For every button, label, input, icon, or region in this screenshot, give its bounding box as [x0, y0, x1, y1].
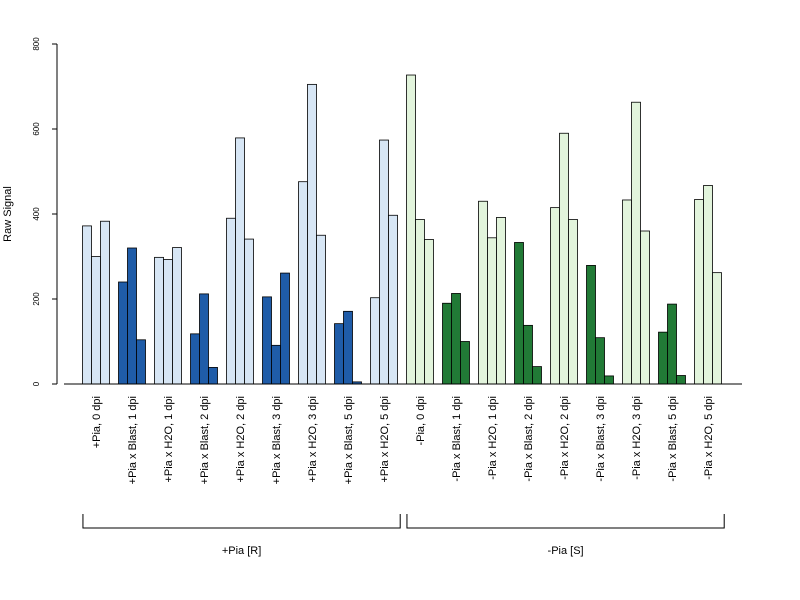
bar — [622, 199, 632, 385]
bar — [424, 239, 434, 385]
y-tick-label: 400 — [32, 207, 41, 221]
bar — [208, 367, 218, 385]
y-tick-label: 600 — [32, 122, 41, 136]
category-label: -Pia x Blast, 1 dpi — [451, 396, 463, 482]
bar — [496, 216, 506, 385]
bar — [676, 375, 686, 385]
bar — [199, 293, 209, 385]
bar — [595, 337, 605, 385]
bar — [226, 217, 236, 385]
bar — [514, 242, 524, 385]
category-label: -Pia x H2O, 1 dpi — [487, 396, 499, 480]
bar — [568, 219, 578, 385]
bar — [307, 83, 317, 385]
bar — [334, 323, 344, 385]
bar — [667, 303, 677, 385]
bar — [235, 137, 245, 385]
bar — [118, 281, 128, 385]
y-axis: 0 200 400 600 800 — [32, 37, 58, 386]
category-label: +Pia x H2O, 5 dpi — [379, 396, 391, 483]
bar — [442, 302, 452, 385]
bar — [82, 225, 92, 385]
bar — [559, 132, 569, 385]
bar — [694, 199, 704, 385]
category-label: +Pia x Blast, 3 dpi — [271, 396, 283, 484]
category-label: -Pia x Blast, 2 dpi — [523, 396, 535, 482]
category-label: +Pia, 0 dpi — [91, 396, 103, 448]
category-label: -Pia x H2O, 2 dpi — [559, 396, 571, 480]
category-label: +Pia x H2O, 3 dpi — [307, 396, 319, 483]
category-label: -Pia x H2O, 3 dpi — [631, 396, 643, 480]
category-label: +Pia x Blast, 2 dpi — [199, 396, 211, 484]
bar — [298, 181, 308, 385]
category-label: -Pia x Blast, 3 dpi — [595, 396, 607, 482]
bar — [172, 247, 182, 385]
bar — [388, 214, 398, 385]
bar — [244, 238, 254, 385]
bar — [703, 185, 713, 385]
bar — [262, 296, 272, 385]
category-label: +Pia x Blast, 1 dpi — [127, 396, 139, 484]
bar — [640, 230, 650, 385]
category-label: +Pia x H2O, 2 dpi — [235, 396, 247, 483]
group-bracket — [406, 514, 725, 529]
category-label: +Pia x Blast, 5 dpi — [343, 396, 355, 484]
bar — [91, 256, 101, 385]
bar — [478, 200, 488, 385]
group-bracket — [82, 514, 401, 529]
bar — [280, 272, 290, 385]
bar — [658, 331, 668, 385]
bar — [532, 366, 542, 385]
bar — [127, 247, 137, 385]
group-label: -Pia [S] — [548, 545, 584, 557]
group-label: +Pia [R] — [222, 545, 261, 557]
bar — [487, 237, 497, 385]
bar — [271, 344, 281, 385]
bar — [631, 101, 641, 385]
bar — [415, 219, 425, 385]
bar — [451, 293, 461, 385]
category-label: -Pia, 0 dpi — [415, 396, 427, 446]
bars-layer — [82, 74, 722, 385]
category-labels: +Pia, 0 dpi +Pia x Blast, 1 dpi +Pia x H2O… — [91, 396, 715, 484]
y-axis-title: Raw Signal — [2, 186, 14, 242]
bar — [523, 324, 533, 385]
category-label: -Pia x Blast, 5 dpi — [667, 396, 679, 482]
y-tick-label: 200 — [32, 292, 41, 306]
bar — [100, 220, 110, 385]
bar — [190, 333, 200, 385]
bar — [343, 310, 353, 385]
bar — [163, 259, 173, 385]
bar — [406, 74, 416, 385]
bar — [550, 207, 560, 385]
category-label: +Pia x H2O, 1 dpi — [163, 396, 175, 483]
y-tick-label: 800 — [32, 37, 41, 51]
bar — [712, 272, 722, 385]
bar — [136, 339, 146, 385]
bar — [370, 297, 380, 385]
bar — [460, 341, 470, 385]
bar — [604, 375, 614, 385]
bar — [154, 256, 164, 385]
bar — [379, 139, 389, 385]
y-tick-label: 0 — [32, 381, 41, 386]
category-label: -Pia x H2O, 5 dpi — [703, 396, 715, 480]
group-brackets: +Pia [R] -Pia [S] — [82, 514, 725, 557]
bar — [586, 265, 596, 385]
bar — [316, 234, 326, 385]
